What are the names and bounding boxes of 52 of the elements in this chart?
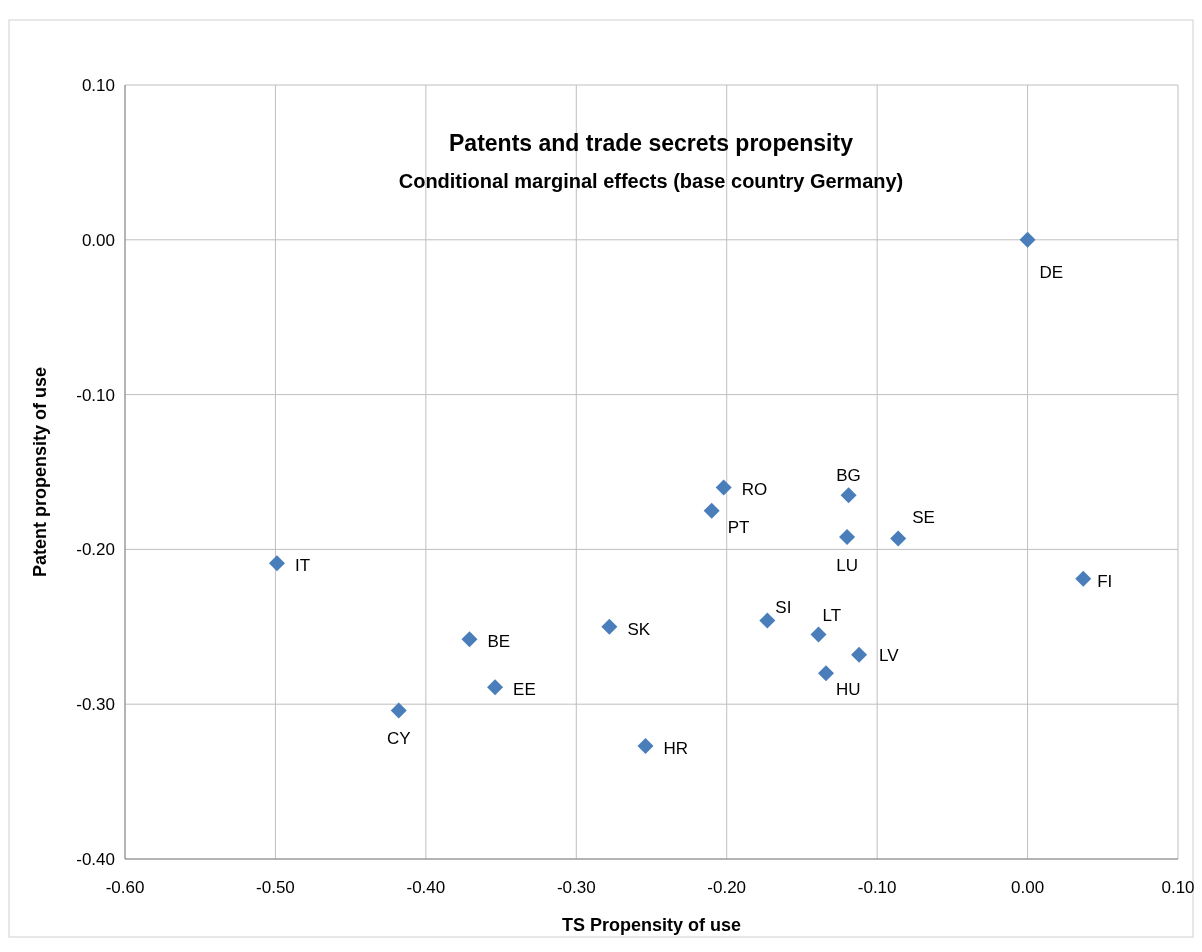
y-tick-label: -0.40 (76, 850, 115, 869)
text: Conditional marginal effects (base country Germany) (398, 170, 904, 192)
point (637, 738, 654, 754)
point (1019, 231, 1036, 248)
x-tick-label: -0.30 (556, 878, 596, 897)
y-tick-label: -0.10 (76, 385, 115, 405)
x-tick-label: -0.60 (105, 878, 145, 897)
y-tick-label: 0.10 (81, 76, 115, 95)
point (759, 612, 776, 629)
annotation: IT (294, 556, 311, 576)
annotation: HU (836, 680, 861, 700)
annotation: BG (836, 466, 861, 486)
point (890, 530, 907, 547)
annotation: FI (1097, 571, 1113, 591)
x-tick-label: -0.50 (256, 878, 295, 897)
y-tick-label: 0.00 (81, 230, 115, 250)
annotation: HR (663, 739, 689, 758)
x-tick-label: -0.10 (857, 878, 897, 897)
x-tick-label: -0.20 (707, 878, 747, 897)
point (839, 529, 856, 546)
x-tick-label: 0.00 (1011, 878, 1045, 897)
annotation: DE (1039, 262, 1064, 282)
annotation: LV (879, 645, 900, 665)
point (810, 626, 827, 643)
annotation: EE (513, 680, 536, 700)
point (461, 631, 478, 648)
x-tick-label: 0.10 (1161, 878, 1195, 897)
annotation: PT (727, 517, 750, 537)
point (1075, 570, 1092, 587)
point (268, 555, 285, 572)
y-tick-label: -0.20 (76, 540, 115, 560)
point (390, 702, 407, 719)
point (840, 487, 857, 504)
text: Patents and trade secrets propensity (449, 130, 854, 156)
annotation: SK (627, 619, 651, 639)
annotation: RO (741, 480, 768, 500)
annotation: CY (386, 729, 411, 749)
annotation: LT (822, 605, 842, 625)
annotation: SE (912, 507, 935, 527)
x-axis-title: TS Propensity of use (561, 915, 742, 935)
annotation: LU (836, 556, 858, 576)
point (487, 679, 504, 696)
x-tick-label: -0.40 (406, 878, 446, 897)
point (703, 502, 720, 519)
annotation: BE (487, 632, 511, 652)
annotation: SI (775, 597, 792, 617)
point (818, 665, 834, 682)
point (601, 618, 618, 635)
y-axis-title: Patent propensity of use (30, 366, 50, 578)
point (851, 646, 868, 663)
point (715, 479, 732, 496)
y-tick-label: -0.30 (76, 695, 115, 715)
